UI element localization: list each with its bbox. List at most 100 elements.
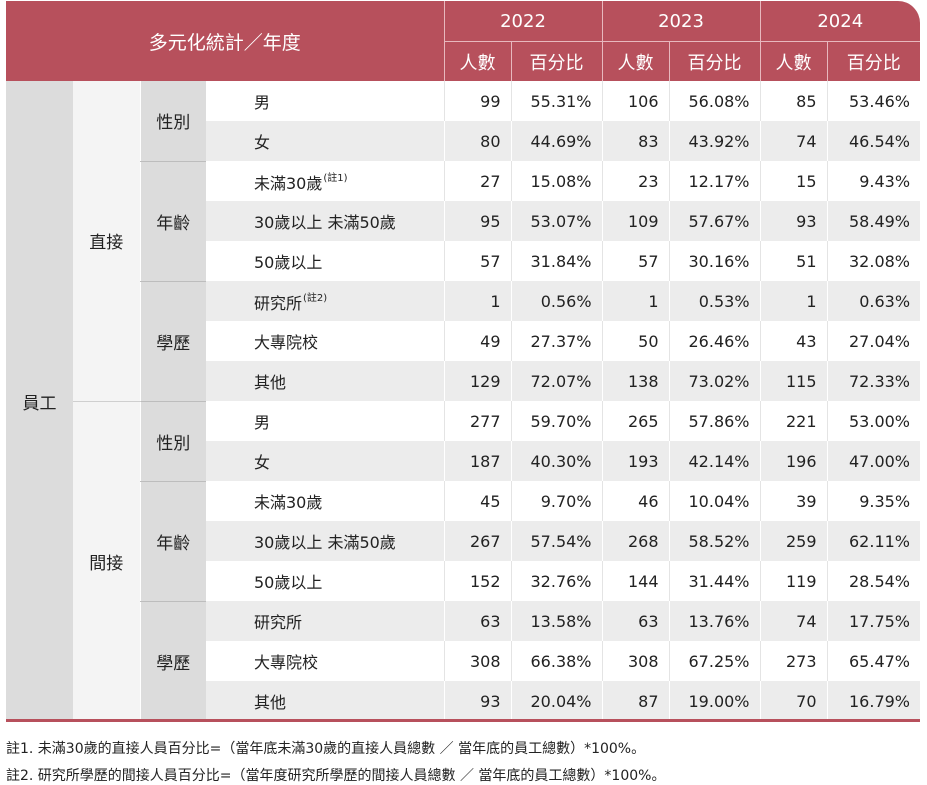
pct-cell: 0.56% <box>510 281 603 321</box>
row-label: 50歲以上 <box>206 561 444 601</box>
table-row: 女 80 44.69% 83 43.92% 74 46.54% <box>6 121 921 161</box>
pct-cell: 47.00% <box>826 441 921 481</box>
pct-cell: 42.14% <box>668 441 761 481</box>
row-label-text: 男 <box>254 413 271 432</box>
pct-cell: 67.25% <box>668 641 761 681</box>
count-cell: 106 <box>601 81 670 121</box>
row-label-text: 大專院校 <box>254 333 319 352</box>
category-gender: 性別 <box>139 401 206 482</box>
count-cell: 265 <box>601 401 670 441</box>
row-label-text: 其他 <box>254 693 287 712</box>
table-row: 學歷 研究所(註2) 1 0.56% 1 0.53% 1 0.63% <box>6 281 921 402</box>
pct-cell: 65.47% <box>826 641 921 681</box>
count-cell: 273 <box>759 641 828 681</box>
pct-cell: 16.79% <box>826 681 921 721</box>
header-row-metrics: 人數 百分比 人數 百分比 人數 百分比 <box>6 41 921 81</box>
pct-cell: 53.07% <box>510 201 603 241</box>
row-label-text: 大專院校 <box>254 653 319 672</box>
pct-cell: 72.07% <box>510 361 603 401</box>
row-label-text: 女 <box>254 133 271 152</box>
pct-cell: 44.69% <box>510 121 603 161</box>
pct-cell: 26.46% <box>668 321 761 361</box>
pct-cell: 32.76% <box>510 561 603 601</box>
pct-cell: 13.76% <box>668 601 761 641</box>
table-row: 年齡 未滿30歲 45 9.70% 46 10.04% 39 9.35% <box>6 481 921 602</box>
pct-cell: 17.75% <box>826 601 921 641</box>
count-cell: 43 <box>759 321 828 361</box>
row-label-text: 研究所 <box>254 613 303 632</box>
footnote-2: 註2. 研究所學歷的間接人員百分比=（當年度研究所學歷的間接人員總數 ／ 當年底… <box>6 768 666 784</box>
count-cell: 74 <box>759 601 828 641</box>
count-cell: 144 <box>601 561 670 601</box>
pct-cell: 58.49% <box>826 201 921 241</box>
category-direct: 直接 <box>73 81 140 402</box>
pct-cell: 32.08% <box>826 241 921 281</box>
count-cell: 87 <box>601 681 670 721</box>
count-cell: 221 <box>759 401 828 441</box>
count-cell: 85 <box>759 81 828 121</box>
row-label-text: 其他 <box>254 373 287 392</box>
row-label: 研究所 <box>206 601 445 641</box>
row-label-text: 未滿30歲 <box>254 173 323 193</box>
pct-cell: 59.70% <box>510 401 603 441</box>
category-edu: 學歷 <box>139 601 206 722</box>
count-cell: 39 <box>759 481 828 521</box>
pct-cell: 73.02% <box>668 361 761 401</box>
count-cell: 129 <box>443 361 512 401</box>
table-title: 多元化統計／年度 <box>6 1 445 81</box>
count-cell: 45 <box>443 481 512 521</box>
pct-cell: 9.35% <box>826 481 921 521</box>
count-cell: 152 <box>443 561 512 601</box>
row-label: 大專院校 <box>206 321 444 361</box>
count-cell: 138 <box>601 361 670 401</box>
pct-cell: 27.37% <box>510 321 603 361</box>
pct-cell: 31.84% <box>510 241 603 281</box>
table-row: 大專院校 49 27.37% 50 26.46% 43 27.04% <box>6 321 921 361</box>
footnote-1: 註1. 未滿30歲的直接人員百分比=（當年底未滿30歲的直接人員總數 ／ 當年底… <box>6 741 646 757</box>
pct-cell: 58.52% <box>668 521 761 561</box>
footnote-marker: (註2) <box>303 292 328 304</box>
count-cell: 1 <box>759 281 828 321</box>
category-edu: 學歷 <box>139 281 206 402</box>
row-label-text: 50歲以上 <box>254 573 323 592</box>
count-header: 人數 <box>601 41 670 81</box>
count-cell: 51 <box>759 241 828 281</box>
row-label: 未滿30歲(註1) <box>206 161 444 201</box>
count-cell: 99 <box>443 81 512 121</box>
pct-cell: 72.33% <box>826 361 921 401</box>
count-cell: 119 <box>759 561 828 601</box>
header-row-years: 多元化統計／年度 2022 2023 2024 <box>6 1 921 81</box>
pct-cell: 27.04% <box>826 321 921 361</box>
count-cell: 80 <box>443 121 512 161</box>
count-cell: 196 <box>759 441 828 481</box>
pct-cell: 28.54% <box>826 561 921 601</box>
table-row: 女 187 40.30% 193 42.14% 196 47.00% <box>6 441 921 481</box>
count-cell: 259 <box>759 521 828 561</box>
count-cell: 15 <box>759 161 828 201</box>
count-cell: 267 <box>443 521 512 561</box>
pct-cell: 12.17% <box>668 161 761 201</box>
diversity-table: 多元化統計／年度 2022 2023 2024 人數 百分比 人數 百分比 人數… <box>6 1 921 722</box>
count-cell: 109 <box>601 201 670 241</box>
count-cell: 93 <box>759 201 828 241</box>
year-header-2024: 2024 <box>759 1 921 42</box>
count-cell: 70 <box>759 681 828 721</box>
row-label-text: 男 <box>254 93 271 112</box>
count-cell: 27 <box>443 161 512 201</box>
count-header: 人數 <box>443 41 512 81</box>
row-label-text: 女 <box>254 453 271 472</box>
table-row: 50歲以上 152 32.76% 144 31.44% 119 28.54% <box>6 561 921 601</box>
pct-header: 百分比 <box>668 41 761 81</box>
row-label: 女 <box>206 121 445 161</box>
count-cell: 49 <box>443 321 512 361</box>
category-indirect: 間接 <box>73 401 140 722</box>
table-row: 員工 直接 性別男 99 55.31% 106 56.08% 85 53.46% <box>6 81 921 721</box>
count-cell: 277 <box>443 401 512 441</box>
table-row: 學歷 研究所 63 13.58% 63 13.76% 74 17.75% <box>6 601 921 722</box>
footnote-marker: (註1) <box>323 172 348 184</box>
pct-cell: 56.08% <box>668 81 761 121</box>
table-row: 年齡 未滿30歲(註1) 27 15.08% 23 12.17% 15 9.43% <box>6 161 921 282</box>
pct-header: 百分比 <box>826 41 921 81</box>
pct-cell: 53.46% <box>826 81 921 121</box>
